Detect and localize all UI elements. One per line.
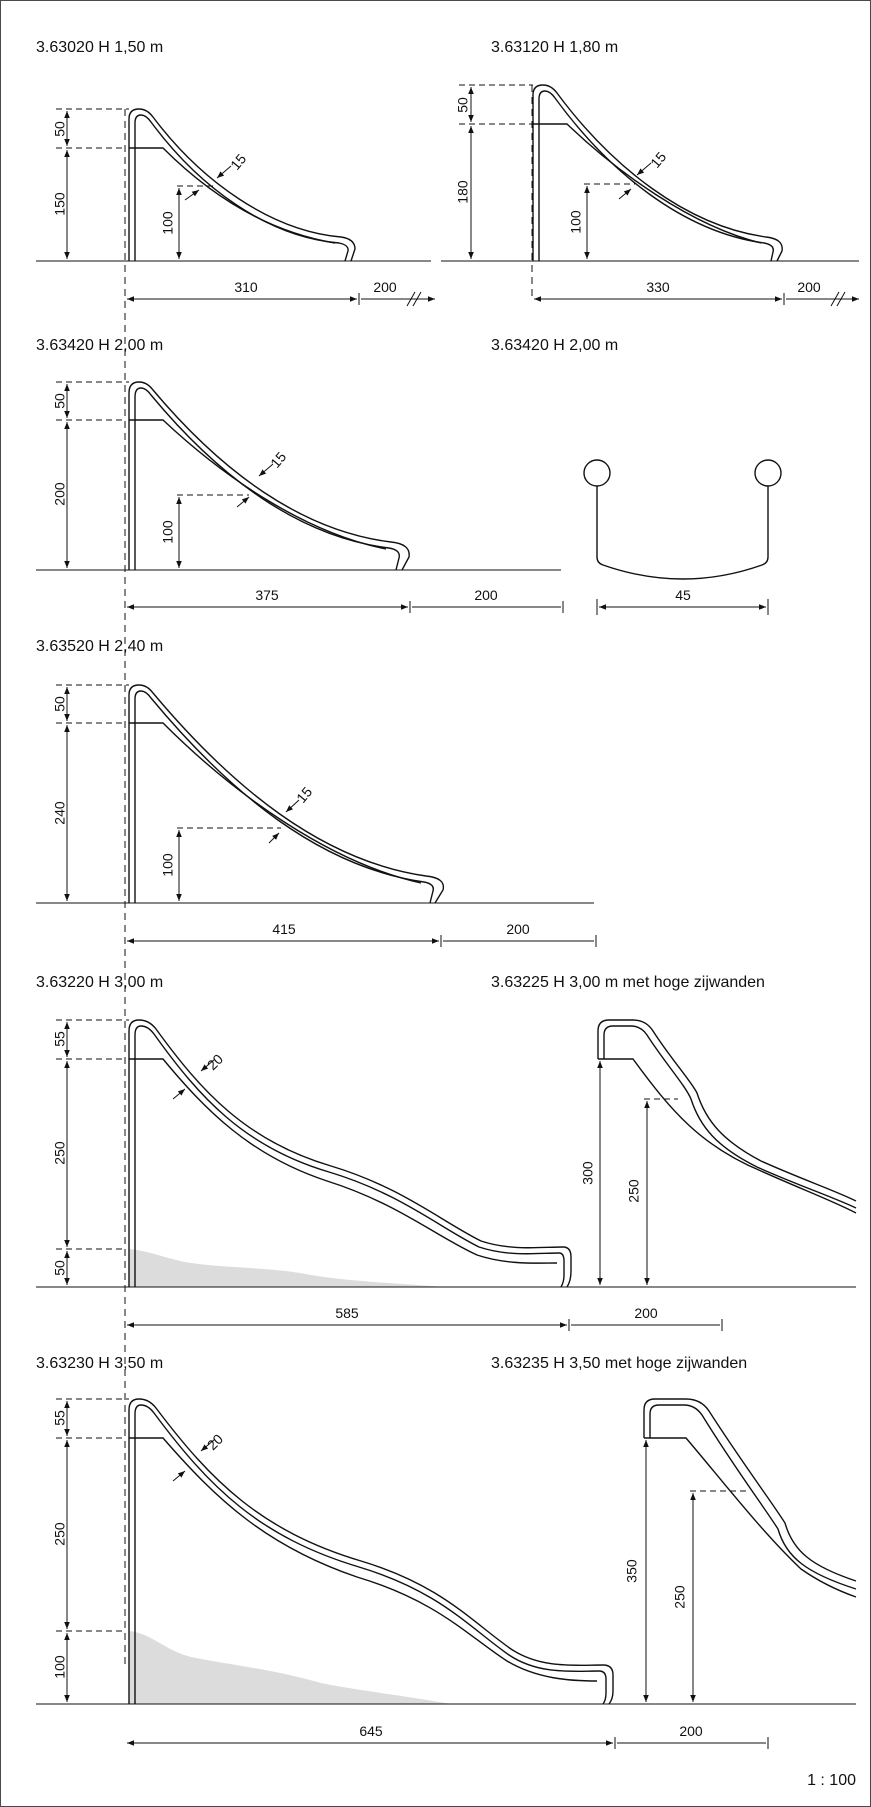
cross-section-drawing bbox=[583, 459, 782, 580]
slide-inner-profile bbox=[134, 114, 349, 262]
slide-2-dimensions bbox=[459, 84, 859, 307]
slide-inner-profile bbox=[134, 1404, 607, 1705]
slide-8-drawing bbox=[36, 1398, 856, 1705]
slide-5-mid-dim: 100 bbox=[160, 853, 176, 877]
slide-7-mid-dim: 250 bbox=[626, 1179, 642, 1203]
slide-5-height-dim: 240 bbox=[52, 801, 68, 825]
slide-6-drawing bbox=[36, 1019, 856, 1288]
slide-1-top-dim: 50 bbox=[52, 121, 68, 137]
slide-8-top-dim: 55 bbox=[52, 1410, 68, 1426]
slide-2-thickness-dim: 15 bbox=[647, 149, 669, 171]
slide-5-drawing bbox=[36, 684, 594, 904]
slide-3-title: 3.63420 H 2,00 m bbox=[36, 337, 164, 354]
slide-outer-profile bbox=[532, 84, 783, 262]
slide-3-run-dim: 200 bbox=[474, 587, 498, 603]
slide-6-low-dim: 50 bbox=[52, 1260, 68, 1276]
slide-bed-line bbox=[598, 1058, 857, 1214]
slide-bed-line bbox=[129, 147, 336, 244]
slide-bed-line bbox=[129, 419, 387, 550]
slide-6-run-dim: 200 bbox=[634, 1305, 658, 1321]
slide-6-title: 3.63220 H 3,00 m bbox=[36, 974, 164, 991]
slide-5-dimensions bbox=[56, 684, 597, 947]
slide-6-top-dim: 55 bbox=[52, 1031, 68, 1047]
slide-outer-profile bbox=[128, 1019, 572, 1288]
sand-hill-shading bbox=[129, 1631, 451, 1704]
slide-outer-profile bbox=[128, 381, 410, 571]
slide-3-dimensions bbox=[56, 381, 564, 613]
slide-1-title: 3.63020 H 1,50 m bbox=[36, 39, 164, 56]
side-wall-outer-profile bbox=[643, 1398, 857, 1582]
slide-3-cross-section-title: 3.63420 H 2,00 m bbox=[491, 337, 619, 354]
slide-9-dimensions bbox=[643, 1440, 746, 1702]
slide-7-height-dim: 300 bbox=[580, 1161, 596, 1185]
slide-3-drawing bbox=[36, 381, 561, 571]
slide-8-thickness-dim: 20 bbox=[204, 1431, 226, 1453]
side-wall-inner-profile bbox=[603, 1025, 857, 1209]
slide-8-low-dim: 100 bbox=[52, 1655, 68, 1679]
slide-6-thickness-dim: 20 bbox=[204, 1051, 226, 1073]
slide-bed-line bbox=[129, 1437, 598, 1682]
slide-1-mid-dim: 100 bbox=[160, 211, 176, 235]
slide-9-title: 3.63235 H 3,50 met hoge zijwanden bbox=[491, 1355, 748, 1372]
slide-1-length-dim: 310 bbox=[234, 279, 258, 295]
slide-1-dimensions bbox=[56, 108, 435, 307]
slide-2-run-dim: 200 bbox=[797, 279, 821, 295]
slide-8-title: 3.63230 H 3,50 m bbox=[36, 1355, 164, 1372]
slide-2-drawing bbox=[441, 84, 859, 301]
slide-1-thickness-dim: 15 bbox=[227, 151, 249, 173]
left-handrail-circle bbox=[583, 459, 611, 487]
slide-8-height-dim: 250 bbox=[52, 1522, 68, 1546]
cross-section-width-dim: 45 bbox=[675, 587, 691, 603]
slide-6-length-dim: 585 bbox=[335, 1305, 359, 1321]
slide-6-dimensions bbox=[56, 1019, 723, 1331]
slide-3-length-dim: 375 bbox=[255, 587, 279, 603]
slide-2-top-dim: 50 bbox=[455, 97, 471, 113]
slide-9-height-dim: 350 bbox=[624, 1559, 640, 1583]
slide-8-run-dim: 200 bbox=[679, 1723, 703, 1739]
slide-6-height-dim: 250 bbox=[52, 1141, 68, 1165]
slide-7-drawing bbox=[597, 1019, 857, 1214]
slide-outer-profile bbox=[128, 684, 445, 904]
slide-5-title: 3.63520 H 2,40 m bbox=[36, 638, 164, 655]
slide-8-length-dim: 645 bbox=[359, 1723, 383, 1739]
slide-5-run-dim: 200 bbox=[506, 921, 530, 937]
slide-5-top-dim: 50 bbox=[52, 696, 68, 712]
slide-inner-profile bbox=[134, 1025, 565, 1288]
slide-inner-profile bbox=[134, 387, 400, 571]
slide-1-drawing bbox=[36, 108, 431, 262]
slide-bed-line bbox=[644, 1437, 857, 1598]
slide-3-height-dim: 200 bbox=[52, 482, 68, 506]
slide-1-run-dim: 200 bbox=[373, 279, 397, 295]
slide-3-mid-dim: 100 bbox=[160, 520, 176, 544]
slide-9-mid-dim: 250 bbox=[672, 1585, 688, 1609]
slide-1-height-dim: 150 bbox=[52, 192, 68, 216]
slide-3-thickness-dim: 15 bbox=[267, 449, 289, 471]
side-wall-outer-profile bbox=[597, 1019, 857, 1202]
slide-bed-line bbox=[533, 123, 762, 244]
slide-2-title: 3.63120 H 1,80 m bbox=[491, 39, 619, 56]
slide-bed-line bbox=[129, 722, 422, 884]
scale-label: 1 : 100 bbox=[807, 1772, 856, 1789]
slide-2-height-dim: 180 bbox=[455, 180, 471, 204]
right-handrail-circle bbox=[754, 459, 782, 487]
slide-inner-profile bbox=[134, 690, 434, 904]
sand-hill-shading bbox=[129, 1249, 446, 1287]
slide-outer-profile bbox=[128, 108, 356, 262]
slide-bed-line bbox=[129, 1058, 558, 1264]
slide-outer-profile bbox=[128, 1398, 614, 1705]
slide-2-length-dim: 330 bbox=[646, 279, 670, 295]
side-wall-inner-profile bbox=[649, 1404, 857, 1590]
cross-section-profile bbox=[596, 486, 769, 580]
slide-5-length-dim: 415 bbox=[272, 921, 296, 937]
slide-2-mid-dim: 100 bbox=[568, 210, 584, 234]
slide-8-dimensions bbox=[56, 1398, 769, 1749]
slide-9-drawing bbox=[643, 1398, 857, 1598]
slide-7-title: 3.63225 H 3,00 m met hoge zijwanden bbox=[491, 974, 765, 991]
cross-section-dimensions bbox=[596, 599, 769, 615]
slide-7-dimensions bbox=[597, 1061, 678, 1285]
slide-inner-profile bbox=[538, 90, 774, 262]
slide-3-top-dim: 50 bbox=[52, 393, 68, 409]
